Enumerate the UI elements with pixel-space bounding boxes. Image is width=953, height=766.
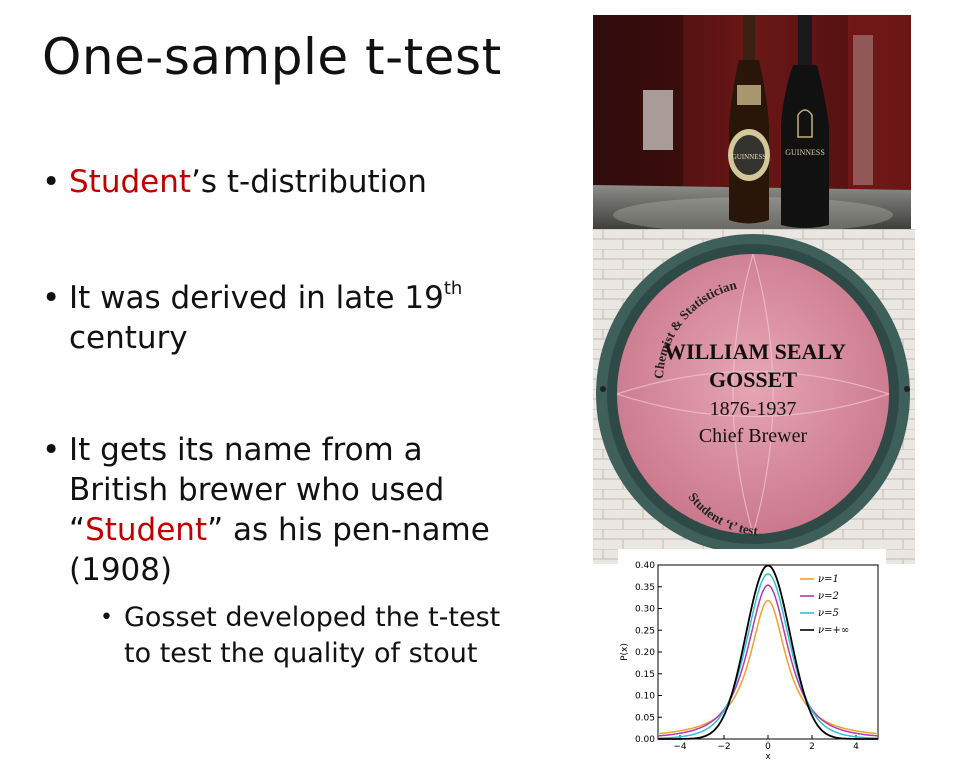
slide-title: One-sample t-test	[42, 28, 502, 86]
bullet-dot: •	[42, 432, 61, 468]
y-tick-label: 0.25	[635, 626, 655, 636]
bullet-text-line4: (1908)	[69, 552, 173, 588]
x-tick-label: −4	[673, 742, 687, 752]
series-line-3	[657, 573, 879, 739]
plaque-name-line2: GOSSET	[709, 367, 797, 392]
y-tick-label: 0.00	[635, 735, 655, 745]
series-line-2	[657, 584, 879, 737]
bullet-name-origin: • It gets its name from a British brewer…	[42, 430, 490, 590]
harp-icon	[797, 109, 813, 138]
bullet-text-line3: ” as his pen-name	[207, 512, 490, 548]
x-tick-label: −2	[717, 742, 730, 752]
legend-label-4: ν=+∞	[818, 625, 849, 636]
bullet-text-line1: It gets its name from a	[69, 432, 423, 468]
y-tick-label: 0.10	[635, 692, 655, 702]
student-word: Student	[85, 512, 208, 548]
y-tick-label: 0.05	[635, 713, 655, 723]
y-tick-label: 0.15	[635, 670, 655, 680]
bottle-left: GUINNESS	[728, 15, 770, 224]
y-axis-label: P(x)	[620, 643, 630, 661]
bullet-dot: •	[42, 164, 61, 200]
bottle-right: GUINNESS	[781, 15, 829, 228]
bullet-dot: •	[42, 280, 61, 316]
bullet-text: It was derived in late 19	[69, 280, 444, 316]
x-tick-label: 0	[765, 742, 771, 752]
bullet-text: ’s t-distribution	[191, 164, 427, 200]
t-distribution-chart: 0.00 0.05 0.10 0.15 0.20 0.25 0.30 0.35 0.40 −4 −2…	[620, 561, 879, 762]
series-line-1	[657, 599, 879, 735]
student-word: Student	[69, 164, 192, 200]
bottle-right-label: GUINNESS	[785, 148, 825, 157]
y-tick-label: 0.40	[635, 561, 655, 571]
bullet-dot: •	[100, 605, 113, 630]
bottle-left-label: GUINNESS	[732, 153, 767, 161]
sub-bullet-line1: Gosset developed the t-test	[124, 602, 501, 633]
series-line-4	[658, 564, 878, 740]
plaque-role: Chief Brewer	[699, 425, 808, 447]
guinness-bottles-photo: GUINNESS GUINNESS	[593, 15, 911, 229]
bullet-text-line2: century	[69, 320, 188, 356]
legend-label-3: ν=5	[818, 608, 839, 619]
open-quote: “	[69, 512, 86, 548]
legend-label-1: ν=1	[818, 574, 839, 585]
gosset-plaque-photo: Chemist & Statistician WILLIAM SEALY GOS…	[593, 229, 915, 564]
plaque-years: 1876-1937	[710, 398, 797, 420]
sub-bullet-line2: to test the quality of stout	[124, 638, 478, 669]
t-distribution-chart-container: 0.00 0.05 0.10 0.15 0.20 0.25 0.30 0.35 0.40 −4 −2…	[618, 549, 886, 762]
x-tick-label: 4	[853, 742, 859, 752]
bullet-text-line2: British brewer who used	[69, 472, 445, 508]
bullet-derived: • It was derived in late 19th century	[42, 278, 462, 358]
x-tick-label: 2	[809, 742, 815, 752]
superscript-th: th	[443, 278, 463, 299]
y-tick-label: 0.20	[635, 648, 655, 658]
plot-frame	[657, 564, 879, 740]
bullet-student-distribution: • Student’s t-distribution	[42, 162, 427, 202]
sub-bullet-gosset: • Gosset developed the t-test to test the…	[100, 600, 500, 672]
legend-label-2: ν=2	[818, 591, 839, 602]
y-tick-label: 0.35	[635, 583, 655, 593]
x-axis-label: x	[765, 752, 771, 762]
plaque-name-line1: WILLIAM SEALY	[664, 339, 846, 364]
y-tick-label: 0.30	[635, 605, 655, 615]
